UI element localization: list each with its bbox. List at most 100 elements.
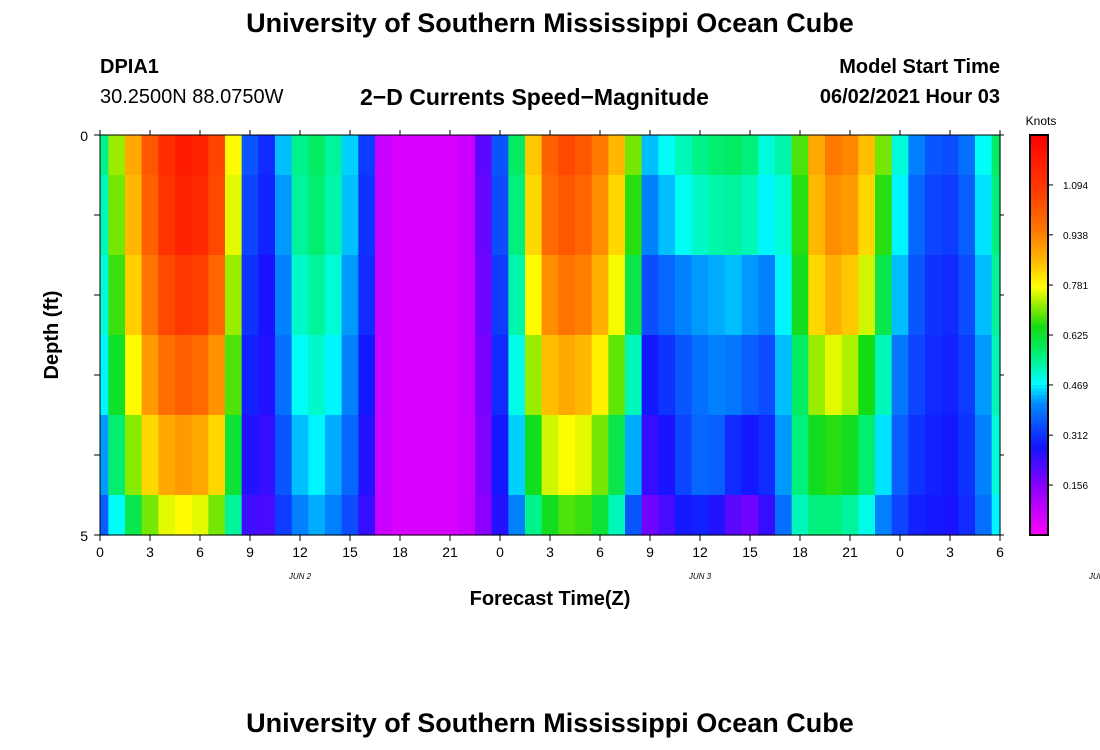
heatmap-cell [591,495,609,536]
heatmap-cell [100,135,109,176]
heatmap-cell [108,335,126,416]
heatmap-cell [375,135,393,176]
heatmap-cell [191,415,209,496]
heatmap-cell [775,255,793,336]
colorbar-segment [1030,425,1048,429]
heatmap-cell [708,175,726,256]
colorbar-segment [1030,525,1048,529]
colorbar-segment [1030,165,1048,169]
x-tick-label: 6 [996,544,1004,560]
heatmap-cell [541,175,559,256]
colorbar-segment [1030,185,1048,189]
heatmap-cell [841,495,859,536]
heatmap-cell [541,135,559,176]
heatmap-cell [225,415,243,496]
heatmap-cell [858,415,876,496]
colorbar-segment [1030,158,1048,163]
heatmap-cell [608,415,626,496]
heatmap-cell [458,255,476,336]
heatmap-cell [725,255,743,336]
heatmap-cell [258,175,276,256]
heatmap-cell [958,135,976,176]
heatmap-cell [608,255,626,336]
heatmap-cell [458,415,476,496]
heatmap-cell [858,495,876,536]
heatmap-cell [775,335,793,416]
heatmap-cell [325,135,343,176]
colorbar-segment [1030,325,1048,329]
heatmap-cell [908,335,926,416]
heatmap-cell [458,175,476,256]
chart-title: 2−D Currents Speed−Magnitude [360,84,709,110]
heatmap-cell [508,135,526,176]
colorbar-segment [1030,415,1048,419]
colorbar-segment [1030,385,1048,389]
colorbar-segment [1030,428,1048,433]
heatmap-cell [958,255,976,336]
colorbar-segment [1030,311,1048,316]
station-location: 30.2500N 88.0750W [100,86,284,108]
colorbar-segment [1030,191,1048,196]
heatmap-cell [275,135,293,176]
colorbar-segment [1030,445,1048,449]
heatmap-cell [241,335,259,416]
heatmap-cell [258,415,276,496]
heatmap-cell [575,335,593,416]
colorbar-segment [1030,275,1048,279]
x-tick-label: 0 [96,544,104,560]
colorbar-segment [1030,388,1048,393]
heatmap-cell [708,255,726,336]
colorbar-segment [1030,495,1048,499]
colorbar-segment [1030,438,1048,443]
heatmap-cell [475,255,493,336]
colorbar-segment [1030,321,1048,326]
heatmap-cell [458,135,476,176]
x-tick-label: 6 [596,544,604,560]
heatmap-cell [158,255,176,336]
heatmap-cell [991,335,1001,416]
colorbar-segment [1030,441,1048,446]
heatmap-cell [191,135,209,176]
colorbar-segment [1030,381,1048,386]
colorbar-segment [1030,171,1048,176]
heatmap-cell [408,495,426,536]
heatmap-cell [725,135,743,176]
heatmap-cell [341,335,359,416]
heatmap-cell [691,495,709,536]
colorbar-segment [1030,135,1048,139]
colorbar-segment [1030,498,1048,503]
heatmap-cell [708,335,726,416]
colorbar-segment [1030,338,1048,343]
colorbar-segment [1030,278,1048,283]
x-tick-label: 15 [342,544,358,560]
heatmap-cell [991,415,1001,496]
heatmap-cell [291,335,309,416]
heatmap-cell [425,135,443,176]
heatmap-cell [208,255,226,336]
heatmap-cell [808,175,826,256]
heatmap-cell [641,175,659,256]
colorbar-segment [1030,178,1048,183]
x-tick-label: 18 [792,544,808,560]
heatmap-cell [808,255,826,336]
heatmap-cell [375,255,393,336]
heatmap-cell [425,495,443,536]
heatmap-cell [625,135,643,176]
heatmap-cell [691,175,709,256]
heatmap-cell [508,415,526,496]
heatmap-cell [475,135,493,176]
heatmap-cell [525,135,543,176]
colorbar-segment [1030,141,1048,146]
x-tick-label: 9 [246,544,254,560]
heatmap-cell [758,255,776,336]
colorbar-segment [1030,508,1048,513]
heatmap-cell [125,255,143,336]
heatmap-cell [391,415,409,496]
heatmap-cell [808,335,826,416]
x-axis-label: Forecast Time(Z) [470,588,631,610]
x-tick-label: 3 [546,544,554,560]
heatmap-cell [925,175,943,256]
x-tick-label: 6 [196,544,204,560]
colorbar-segment [1030,398,1048,403]
heatmap-cell [491,135,509,176]
